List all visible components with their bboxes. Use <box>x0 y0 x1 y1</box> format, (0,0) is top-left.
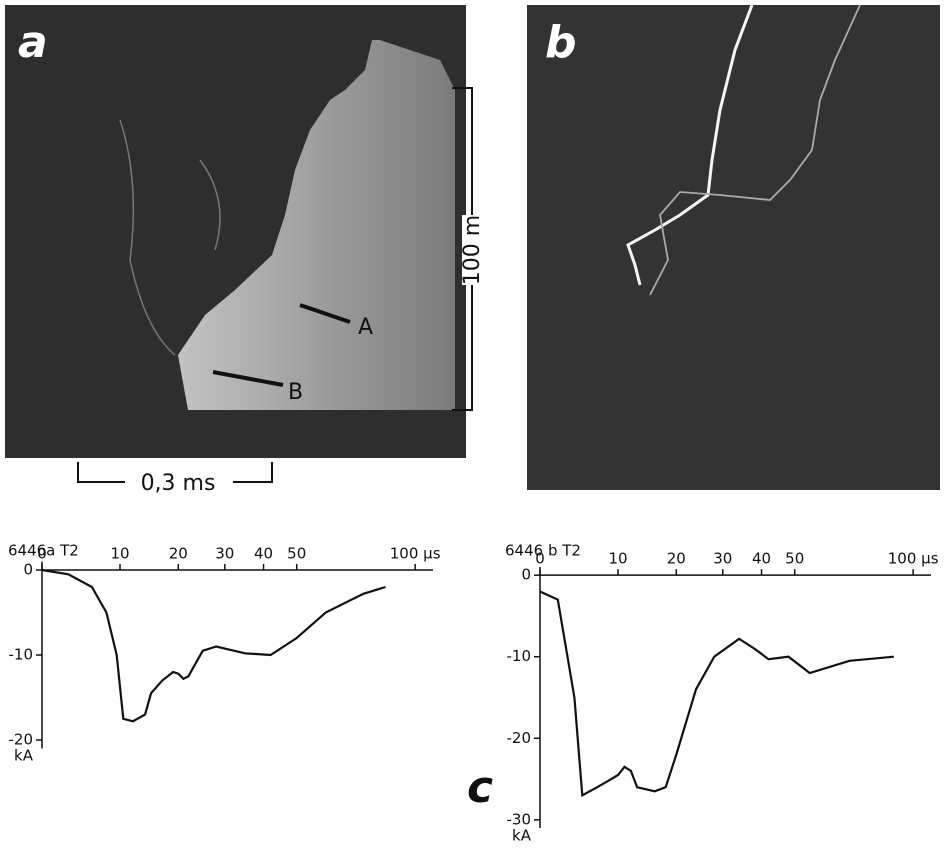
chart-title: 6446 b T2 <box>505 542 581 560</box>
annotation: B <box>288 380 303 405</box>
y-tick-label: -20 <box>507 729 532 747</box>
scale-label: 0,3 ms <box>141 471 216 496</box>
x-tick-label: 20 <box>667 550 686 568</box>
x-tick-label: 40 <box>752 550 771 568</box>
y-tick-label: 0 <box>23 561 33 579</box>
x-tick-label: 50 <box>785 550 804 568</box>
y-tick-label: 0 <box>521 566 531 584</box>
y-tick-label: -10 <box>9 646 34 664</box>
y-tick-label: -10 <box>507 647 532 665</box>
y-tick-label: -30 <box>507 810 532 828</box>
arrow-a <box>299 303 351 324</box>
streak-image <box>178 40 455 410</box>
faint-branch <box>119 119 221 356</box>
x-tick-label: 50 <box>287 545 306 563</box>
arrow-b <box>212 370 284 387</box>
x-tick-label: 10 <box>110 545 129 563</box>
x-tick-label: 30 <box>713 550 732 568</box>
scale-gap <box>462 215 484 285</box>
x-tick-label: 100 μs <box>390 545 441 563</box>
panel-label: b <box>545 17 577 68</box>
x-tick-label: 0 <box>535 550 545 568</box>
x-tick-label: 40 <box>254 545 273 563</box>
x-tick-label: 20 <box>169 545 188 563</box>
y-unit: kA <box>14 747 34 765</box>
annotation: A <box>358 315 373 340</box>
x-tick-label: 100 μs <box>888 550 939 568</box>
chart-title: 6446a T2 <box>8 542 79 560</box>
current-curve <box>41 568 386 723</box>
y-tick-label: -20 <box>9 731 34 749</box>
lightning-channel <box>649 4 861 296</box>
x-tick-label: 10 <box>608 550 627 568</box>
scale-label: 100 m <box>460 215 485 285</box>
x-tick-label: 30 <box>215 545 234 563</box>
x-tick-label: 0 <box>37 545 47 563</box>
lightning-channel <box>626 4 754 286</box>
panel-label: c <box>467 762 493 813</box>
photo-b <box>527 5 940 490</box>
panel-label: a <box>18 17 48 68</box>
scale-gap <box>125 472 233 494</box>
current-curve <box>539 590 894 798</box>
y-unit: kA <box>512 826 532 844</box>
